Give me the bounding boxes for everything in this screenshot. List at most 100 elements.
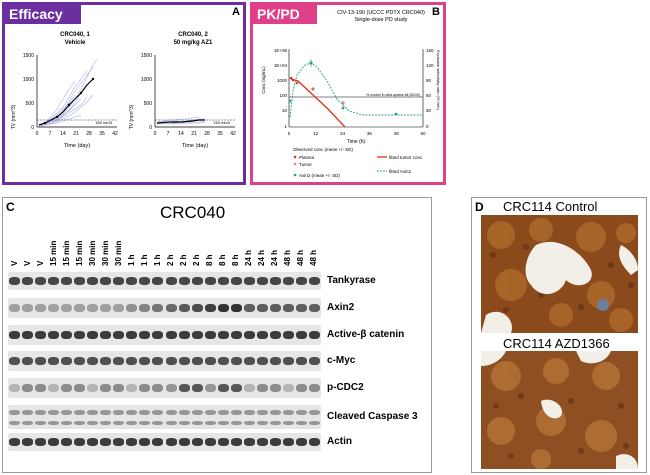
blot-band: [9, 277, 21, 285]
blot-band: [191, 331, 203, 339]
blot-band: [191, 384, 203, 392]
blot-band: [217, 420, 229, 425]
mean-points: [43, 77, 95, 125]
blot-band: [269, 409, 281, 416]
blot-band: [308, 277, 320, 285]
blot-band: [204, 357, 216, 365]
blot-strip: [8, 378, 321, 398]
blot-band: [243, 438, 255, 446]
blot-band: [165, 438, 177, 446]
blot-band: [295, 438, 307, 446]
plot1-ylabel: TV (mm^3): [11, 104, 17, 129]
pkpd-ytick-left: 100: [279, 93, 287, 98]
blot-band: [87, 277, 99, 285]
blot-band: [204, 438, 216, 446]
blot-band: [100, 409, 112, 416]
blot-band: [74, 277, 86, 285]
blot-band: [139, 409, 151, 416]
blot-band: [113, 420, 125, 425]
lane-label: 2 h: [179, 254, 189, 266]
blot-band: [35, 384, 47, 392]
plot1-ytick: 0: [31, 125, 34, 131]
blot-band: [282, 384, 294, 392]
blot-band: [217, 304, 229, 312]
blot-band: [113, 277, 125, 285]
blot-band: [178, 409, 190, 416]
blot-band: [152, 409, 164, 416]
blot-band: [165, 304, 177, 312]
lane-label: 48 h: [296, 249, 306, 266]
pkpd-badge: PK/PD: [253, 5, 317, 24]
blot-strip: [8, 433, 321, 451]
blot-band: [9, 420, 21, 425]
blot-band: [74, 304, 86, 312]
lane-label: 24 h: [270, 249, 280, 266]
blot-band: [269, 304, 281, 312]
blot-band: [178, 384, 190, 392]
blot-band: [269, 331, 281, 339]
az1-growth-plot: CRC040, 2 50 mg/kg AZ1 TV (mm^3) 0 500 1…: [129, 32, 236, 149]
blot-band: [204, 409, 216, 416]
pkpd-ytick-right: 30: [426, 108, 432, 113]
plot1-ytick: 1500: [23, 53, 34, 59]
blot-band: [282, 409, 294, 416]
blot-band: [48, 304, 60, 312]
blot-band: [178, 277, 190, 285]
blot-band: [295, 304, 307, 312]
blot-band: [308, 438, 320, 446]
pkpd-ytick-right: 120: [426, 63, 434, 68]
blot-label: Tankyrase: [327, 275, 376, 286]
blot-band: [217, 438, 229, 446]
blot-band: [126, 277, 138, 285]
panel-c-letter: C: [6, 200, 15, 214]
blot-band: [191, 438, 203, 446]
pkpd-ytick-left: 10: [282, 108, 288, 113]
panel-b-letter: B: [432, 6, 440, 18]
panel-a-efficacy: Efficacy A CRC040, 1 Vehicle TV (mm^3) 0…: [2, 2, 246, 185]
blot-band: [9, 331, 21, 339]
blot-band: [61, 357, 73, 365]
blot-band: [256, 409, 268, 416]
pkpd-xtick: 36: [367, 131, 373, 136]
blot-band: [152, 420, 164, 425]
blot-band: [35, 420, 47, 425]
blot-band: [269, 277, 281, 285]
blot-band: [230, 438, 242, 446]
blot-band: [243, 420, 255, 425]
blot-band: [113, 384, 125, 392]
blot-band: [282, 438, 294, 446]
blot-band: [295, 331, 307, 339]
blot-title: CRC040: [160, 203, 226, 222]
ihc-treated-image: [481, 351, 638, 469]
blot-strip: [8, 272, 321, 290]
blot-band: [126, 384, 138, 392]
blot-band: [152, 357, 164, 365]
lane-label: 15 min: [74, 240, 84, 266]
pkpd-title2: Single-dose PD study: [355, 17, 408, 23]
blot-band: [22, 304, 34, 312]
blot-strip: [8, 351, 321, 371]
pkpd-ytick-right: 0: [426, 124, 429, 129]
blot-band: [48, 384, 60, 392]
ihc-control-image: [481, 215, 638, 333]
blot-band: [126, 420, 138, 425]
blot-band: [230, 420, 242, 425]
plot1-xlabel: Time (day): [64, 143, 90, 149]
blot-band: [295, 420, 307, 425]
blot-band: [100, 357, 112, 365]
blot-band: [308, 357, 320, 365]
plot1-scale: 150 mm3: [95, 120, 112, 125]
plot1-xtick: 7: [49, 131, 52, 137]
blot-band: [204, 304, 216, 312]
legend-tumor: Tumor: [299, 162, 312, 167]
lane-label: 30 min: [113, 240, 123, 266]
blot-band: [139, 304, 151, 312]
blot-band: [217, 384, 229, 392]
panel-d-ihc: D CRC114 Control CRC114 AZD1366: [471, 197, 647, 473]
blot-band: [178, 331, 190, 339]
blot-band: [295, 409, 307, 416]
blot-band: [308, 384, 320, 392]
blot-label: Actin: [327, 436, 352, 447]
blot-band: [74, 409, 86, 416]
lane-label: V: [9, 260, 19, 266]
